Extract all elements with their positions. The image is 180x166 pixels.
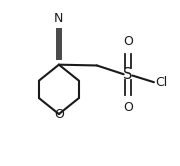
Text: N: N: [54, 12, 64, 25]
Text: S: S: [123, 67, 133, 82]
Text: O: O: [54, 108, 64, 121]
Text: O: O: [123, 101, 133, 114]
Text: O: O: [123, 35, 133, 48]
Text: Cl: Cl: [156, 76, 168, 89]
